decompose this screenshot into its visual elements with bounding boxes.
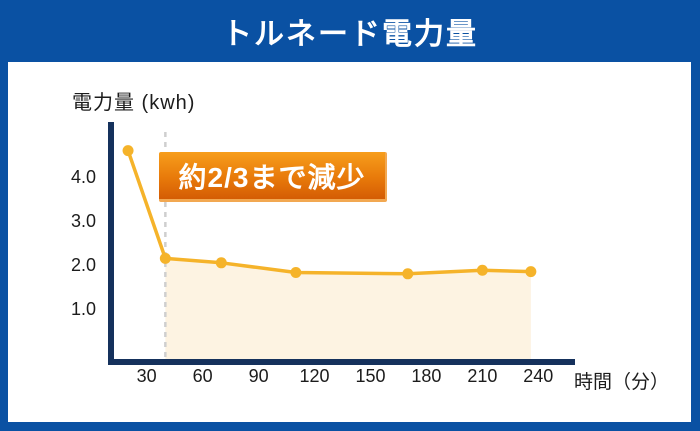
y-axis-title: 電力量 (kwh) [72,92,196,114]
chart-panel: 30 60 90 120 150 180 210 240 4.0 3.0 2.0 1.0 電力量 (k… [8,62,691,422]
data-point-marker [476,264,488,276]
x-tick-label: 150 [355,366,385,386]
x-tick-label: 30 [137,366,157,386]
x-tick-label: 60 [193,366,213,386]
data-point-marker [525,266,537,278]
y-tick-label: 1.0 [71,299,96,319]
data-point-marker [290,266,302,278]
header-bar: トルネード電力量 [0,0,700,62]
area-fill [165,258,531,359]
annotation-label: 約2/3まで減少 [178,161,366,193]
x-tick-label: 90 [249,366,269,386]
y-axis-line [108,122,114,365]
x-tick-label: 210 [467,366,497,386]
data-point-marker [159,252,171,264]
page-title: トルネード電力量 [222,18,478,51]
data-point-marker [122,145,134,157]
x-tick-label: 180 [411,366,441,386]
y-tick-label: 2.0 [71,255,96,275]
y-tick-label: 4.0 [71,167,96,187]
data-point-marker [215,257,227,269]
x-tick-label: 240 [523,366,553,386]
x-axis-title: 時間（分） [574,372,670,393]
data-point-marker [402,268,414,280]
y-tick-label: 3.0 [71,211,96,231]
x-axis-line [108,359,575,365]
annotation-badge: 約2/3まで減少 [159,152,387,202]
x-tick-label: 120 [300,366,330,386]
line-chart: 30 60 90 120 150 180 210 240 4.0 3.0 2.0 1.0 [71,122,575,386]
